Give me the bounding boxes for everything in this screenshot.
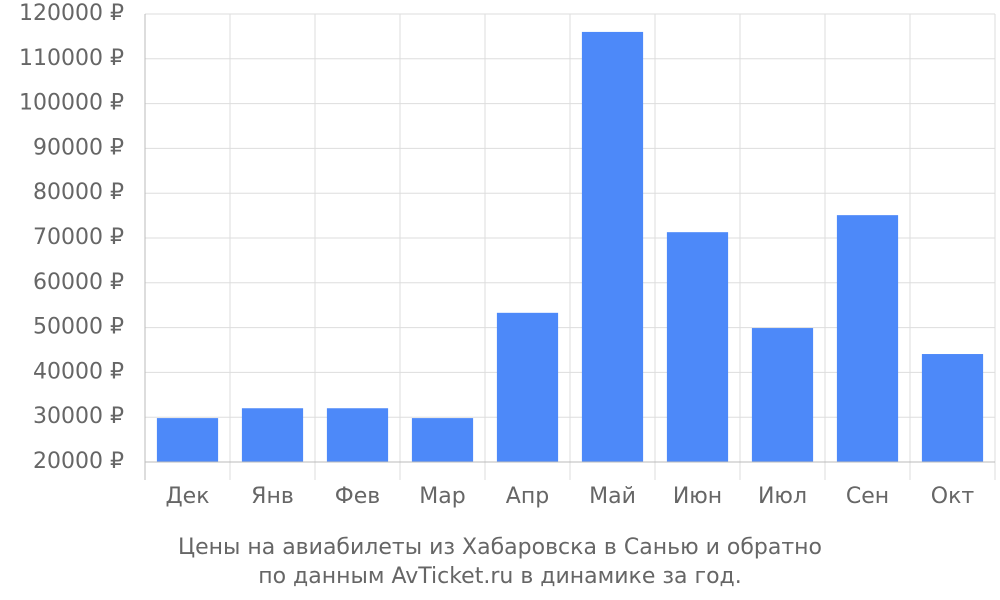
bar [666, 232, 729, 462]
chart-title: Цены на авиабилеты из Хабаровска в Санью… [178, 535, 822, 560]
x-tick-label: Май [589, 484, 636, 509]
y-tick-label: 80000 ₽ [33, 180, 124, 205]
bar [326, 408, 389, 462]
bar [411, 418, 474, 462]
x-tick-label: Сен [846, 484, 889, 509]
x-tick-label: Апр [506, 484, 549, 509]
bar [836, 215, 899, 462]
bar [241, 408, 304, 462]
y-tick-label: 110000 ₽ [19, 46, 124, 71]
y-tick-label: 100000 ₽ [19, 91, 124, 116]
y-tick-label: 50000 ₽ [33, 315, 124, 340]
bar [156, 418, 219, 462]
y-tick-label: 90000 ₽ [33, 135, 124, 160]
chart-subtitle: по данным AvTicket.ru в динамике за год. [258, 564, 742, 589]
x-tick-label: Окт [931, 484, 975, 509]
x-tick-label: Дек [165, 484, 209, 509]
y-tick-label: 60000 ₽ [33, 270, 124, 295]
x-tick-label: Фев [335, 484, 380, 509]
bar [751, 328, 814, 462]
x-tick-label: Янв [251, 484, 294, 509]
y-tick-label: 30000 ₽ [33, 404, 124, 429]
x-tick-label: Июн [673, 484, 722, 509]
bar [496, 312, 559, 462]
y-tick-label: 70000 ₽ [33, 225, 124, 250]
y-tick-label: 20000 ₽ [33, 449, 124, 474]
bar [581, 31, 644, 462]
x-tick-label: Июл [758, 484, 807, 509]
y-tick-label: 40000 ₽ [33, 359, 124, 384]
bar [921, 354, 984, 462]
y-tick-label: 120000 ₽ [19, 1, 124, 26]
x-tick-label: Мар [419, 484, 465, 509]
